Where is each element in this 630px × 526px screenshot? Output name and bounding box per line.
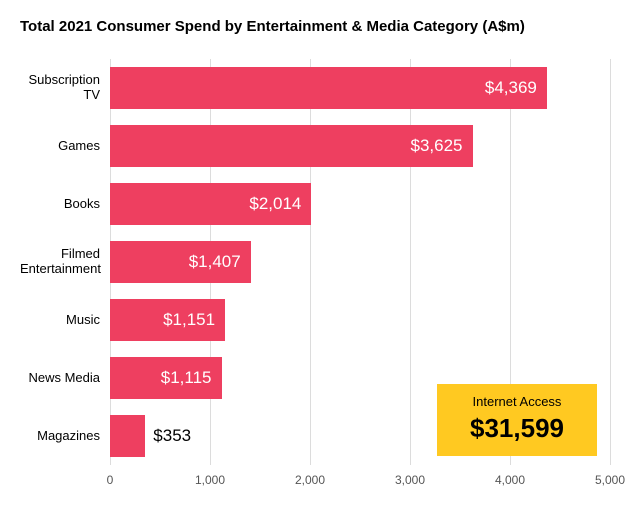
bar-row: Subscription TV $4,369 (20, 59, 610, 117)
plot-area: $2,014 (110, 175, 610, 233)
category-label: Music (20, 313, 110, 328)
plot-area: $3,625 (110, 117, 610, 175)
x-tick: 5,000 (595, 473, 625, 487)
bar-row: Games $3,625 (20, 117, 610, 175)
category-label: Subscription TV (20, 73, 110, 103)
bar-row: Music $1,151 (20, 291, 610, 349)
x-tick: 4,000 (495, 473, 525, 487)
x-axis: 01,0002,0003,0004,0005,000 (110, 473, 610, 493)
x-tick: 1,000 (195, 473, 225, 487)
bar-value-label: $1,407 (189, 252, 241, 272)
bar: $1,115 (110, 357, 222, 399)
x-tick: 2,000 (295, 473, 325, 487)
chart-title: Total 2021 Consumer Spend by Entertainme… (20, 18, 610, 35)
plot-area: $1,407 (110, 233, 610, 291)
category-label: Magazines (20, 429, 110, 444)
bar-value-label: $1,151 (163, 310, 215, 330)
bar: $353 (110, 415, 145, 457)
bar-value-label: $4,369 (485, 78, 537, 98)
x-tick: 0 (107, 473, 114, 487)
bar-value-label: $1,115 (161, 368, 212, 388)
bar-value-label: $2,014 (249, 194, 301, 214)
callout-value: $31,599 (455, 413, 579, 444)
x-tick: 3,000 (395, 473, 425, 487)
category-label: Books (20, 197, 110, 212)
category-label: Filmed Entertainment (20, 247, 110, 277)
plot-area: $1,151 (110, 291, 610, 349)
bar-value-label: $353 (153, 426, 191, 446)
plot-area: $4,369 (110, 59, 610, 117)
category-label: News Media (20, 371, 110, 386)
bar: $4,369 (110, 67, 547, 109)
category-label: Games (20, 139, 110, 154)
bar: $3,625 (110, 125, 473, 167)
bar-row: Books $2,014 (20, 175, 610, 233)
bar: $2,014 (110, 183, 311, 225)
callout-box: Internet Access $31,599 (437, 384, 597, 456)
bar-row: Filmed Entertainment $1,407 (20, 233, 610, 291)
callout-title: Internet Access (455, 394, 579, 409)
bar: $1,151 (110, 299, 225, 341)
bar: $1,407 (110, 241, 251, 283)
bar-value-label: $3,625 (411, 136, 463, 156)
